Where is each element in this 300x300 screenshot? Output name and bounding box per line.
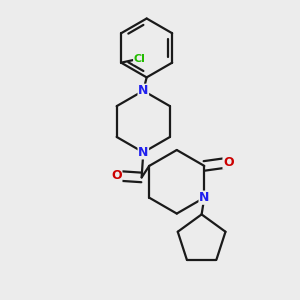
- Text: Cl: Cl: [134, 54, 146, 64]
- Text: N: N: [199, 191, 209, 204]
- Text: O: O: [111, 169, 122, 182]
- Text: O: O: [223, 156, 234, 169]
- Text: N: N: [138, 84, 148, 97]
- Text: N: N: [138, 146, 148, 159]
